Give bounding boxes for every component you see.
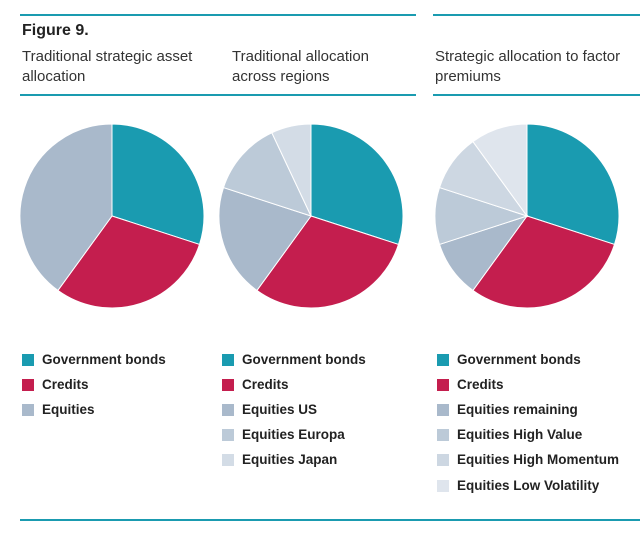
pie-slice [310, 123, 404, 246]
legend-label: Government bonds [42, 352, 166, 367]
legend-label: Government bonds [242, 352, 366, 367]
legend-swatch [22, 404, 34, 416]
chart-subtitle: Traditional strategic asset allocation [22, 48, 193, 85]
legend-swatch [437, 454, 449, 466]
pie-slice [111, 123, 205, 246]
legend-label: Equities High Value [457, 427, 583, 442]
pie-slice [19, 123, 113, 292]
legend-swatch [222, 454, 234, 466]
legend-label: Equities remaining [457, 402, 578, 417]
pie-slice [526, 123, 620, 246]
pie-slice [218, 186, 312, 292]
header-rule [20, 94, 416, 96]
legend-label: Equities High Momentum [457, 452, 619, 467]
legend-swatch [437, 354, 449, 366]
pie-slice [472, 123, 528, 218]
legend-swatch [222, 379, 234, 391]
legend-label: Equities Europa [242, 427, 345, 442]
legend-label: Government bonds [457, 352, 581, 367]
legend-swatch [437, 429, 449, 441]
legend-swatch [222, 354, 234, 366]
legend-label: Equities [42, 402, 95, 417]
legend-label: Credits [242, 377, 289, 392]
top-rule [433, 14, 640, 16]
legend-swatch [222, 404, 234, 416]
legend-label: Equities Japan [242, 452, 338, 467]
pie-slice [472, 215, 616, 309]
legend-swatch [22, 379, 34, 391]
legend-swatch [437, 480, 449, 492]
pie-slice [271, 123, 312, 217]
legend-label: Equities US [242, 402, 318, 417]
figure-title: Figure 9. [22, 22, 89, 39]
legend-label: Equities Low Volatility [457, 478, 600, 493]
legend-label: Credits [42, 377, 89, 392]
pie-slice [222, 132, 312, 217]
pie-slice [256, 215, 400, 309]
legend-swatch [437, 404, 449, 416]
legend-swatch [222, 429, 234, 441]
legend-label: Credits [457, 377, 504, 392]
top-rule [20, 14, 416, 16]
pie-slice [57, 215, 201, 309]
header-rule [433, 94, 640, 96]
legend-swatch [437, 379, 449, 391]
chart-subtitle: Traditional allocation across regions [232, 48, 370, 85]
legend-swatch [22, 354, 34, 366]
bottom-rule [20, 519, 640, 521]
chart-subtitle: Strategic allocation to factor premiums [435, 48, 621, 85]
